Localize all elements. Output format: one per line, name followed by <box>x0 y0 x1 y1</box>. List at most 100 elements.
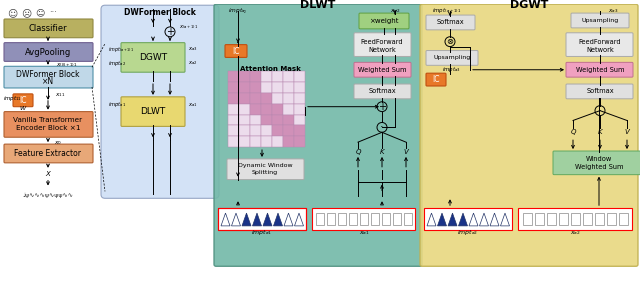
Text: V: V <box>625 129 629 135</box>
Bar <box>283 93 294 104</box>
FancyBboxPatch shape <box>354 33 411 56</box>
Bar <box>294 104 305 115</box>
Bar <box>250 125 261 136</box>
FancyBboxPatch shape <box>225 45 247 58</box>
Bar <box>250 82 261 93</box>
Bar <box>283 115 294 125</box>
Bar <box>228 93 239 104</box>
Bar <box>583 213 592 225</box>
Polygon shape <box>427 213 436 226</box>
Bar <box>294 82 305 93</box>
Bar <box>393 213 401 225</box>
Text: Softmax: Softmax <box>436 19 464 25</box>
Bar <box>404 213 412 225</box>
FancyBboxPatch shape <box>13 94 33 107</box>
Text: ···: ··· <box>49 9 57 18</box>
Text: Upsampling: Upsampling <box>581 18 619 23</box>
Bar <box>283 82 294 93</box>
Text: DGWT: DGWT <box>510 0 548 10</box>
Text: $x_{a2}$: $x_{a2}$ <box>188 59 198 67</box>
Bar <box>547 213 556 225</box>
Text: 😐: 😐 <box>35 9 45 18</box>
Bar <box>239 115 250 125</box>
Polygon shape <box>500 213 509 226</box>
Polygon shape <box>263 213 272 226</box>
FancyBboxPatch shape <box>571 13 629 28</box>
Text: IC: IC <box>432 75 440 84</box>
Polygon shape <box>221 213 230 226</box>
Polygon shape <box>490 213 499 226</box>
Text: K: K <box>598 129 602 135</box>
Text: DGWT: DGWT <box>139 53 167 62</box>
Bar <box>327 213 335 225</box>
Polygon shape <box>469 213 478 226</box>
Text: $x_{(a+1)1}$: $x_{(a+1)1}$ <box>179 24 198 31</box>
Text: Weighted Sum: Weighted Sum <box>576 67 624 73</box>
Bar <box>595 213 604 225</box>
Text: Network: Network <box>586 46 614 52</box>
Bar <box>619 213 628 225</box>
Bar <box>294 93 305 104</box>
Bar <box>261 104 272 115</box>
Polygon shape <box>294 213 303 226</box>
Text: +: + <box>166 27 174 37</box>
Bar <box>283 104 294 115</box>
Text: ×weight: ×weight <box>369 18 399 24</box>
FancyBboxPatch shape <box>214 4 422 266</box>
Bar <box>239 136 250 147</box>
Text: Weighted Sum: Weighted Sum <box>358 67 406 73</box>
Text: Splitting: Splitting <box>252 170 278 175</box>
Text: $impt_{a2}$: $impt_{a2}$ <box>108 59 126 68</box>
Text: IC: IC <box>232 46 240 56</box>
FancyBboxPatch shape <box>4 43 93 61</box>
Bar <box>360 213 368 225</box>
Text: IC: IC <box>19 96 27 105</box>
Bar <box>272 136 283 147</box>
Text: $x_{(N+1)1}$: $x_{(N+1)1}$ <box>56 62 78 69</box>
Bar <box>518 208 632 230</box>
Text: $impt_{a3}$: $impt_{a3}$ <box>442 65 461 74</box>
FancyBboxPatch shape <box>4 19 93 38</box>
Text: K: K <box>380 149 384 155</box>
Text: $x_{a3}$: $x_{a3}$ <box>608 7 618 15</box>
Bar <box>316 213 324 225</box>
Bar <box>294 71 305 82</box>
Bar <box>571 213 580 225</box>
Bar <box>261 71 272 82</box>
Bar <box>228 82 239 93</box>
Text: DLWT: DLWT <box>300 0 336 10</box>
FancyBboxPatch shape <box>426 50 478 65</box>
Polygon shape <box>242 213 251 226</box>
Text: Upsampling: Upsampling <box>433 55 470 60</box>
Text: FeedForward: FeedForward <box>579 39 621 45</box>
Bar <box>424 208 512 230</box>
Text: Weighted Sum: Weighted Sum <box>575 164 623 170</box>
Text: Q: Q <box>355 149 361 155</box>
Text: FeedForward: FeedForward <box>361 39 403 45</box>
Bar <box>261 93 272 104</box>
Bar <box>272 125 283 136</box>
Bar <box>283 136 294 147</box>
Bar <box>228 71 239 82</box>
Text: $impt_{a2}$: $impt_{a2}$ <box>458 228 479 237</box>
Bar <box>228 115 239 125</box>
Text: Dynamic Window: Dynamic Window <box>237 163 292 168</box>
FancyBboxPatch shape <box>4 112 93 137</box>
Text: Feature Extractor: Feature Extractor <box>15 149 81 158</box>
Polygon shape <box>448 213 457 226</box>
Text: Window: Window <box>586 156 612 162</box>
Bar <box>272 115 283 125</box>
FancyBboxPatch shape <box>121 43 185 72</box>
Text: Network: Network <box>368 46 396 52</box>
Bar <box>283 125 294 136</box>
Bar <box>338 213 346 225</box>
Text: Attention Mask: Attention Mask <box>239 66 300 72</box>
Text: DWFormer Block: DWFormer Block <box>16 70 80 79</box>
Text: Softmax: Softmax <box>368 88 396 94</box>
Text: V: V <box>404 149 408 155</box>
Bar <box>250 104 261 115</box>
Text: Vanilla Transformer: Vanilla Transformer <box>13 117 83 123</box>
Polygon shape <box>458 213 467 226</box>
Text: ☺: ☺ <box>7 8 17 18</box>
Text: AvgPooling: AvgPooling <box>25 48 71 56</box>
